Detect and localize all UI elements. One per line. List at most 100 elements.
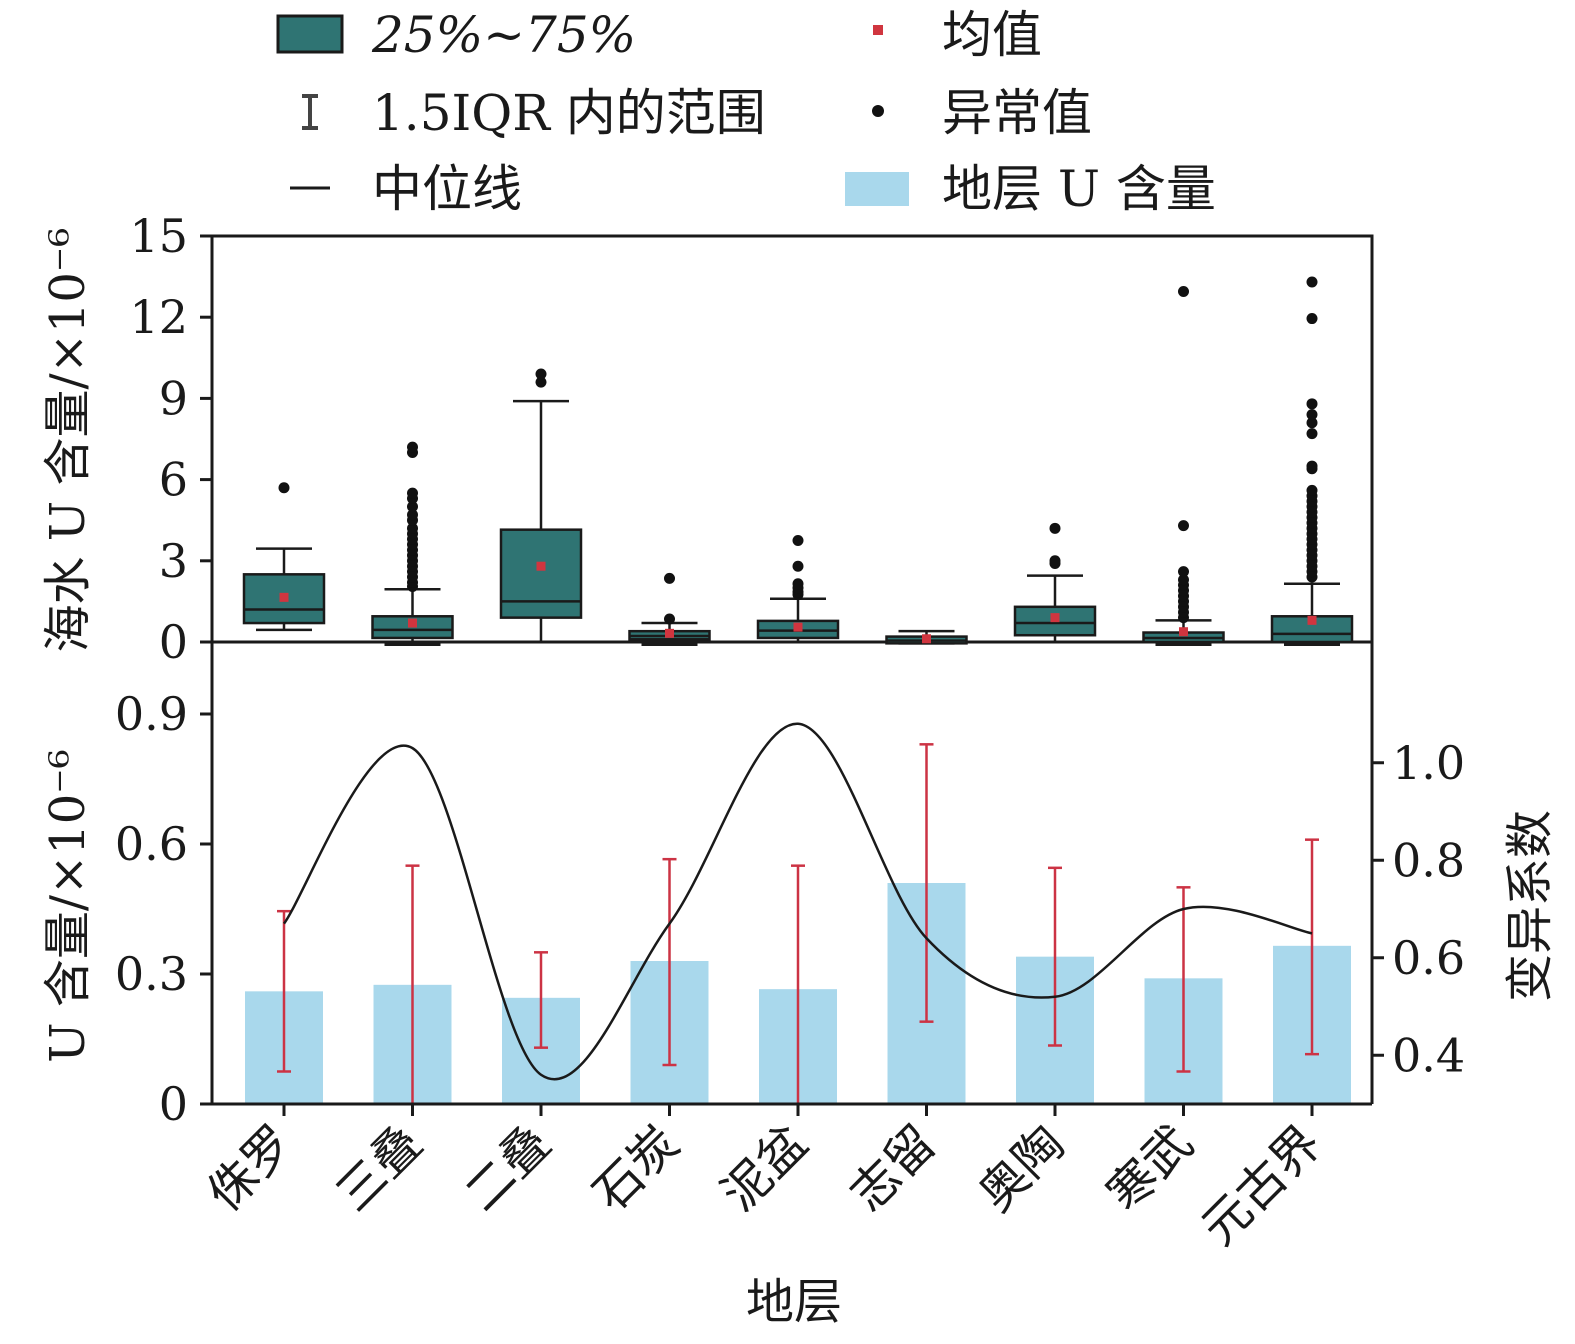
legend-median-label: 中位线 <box>372 160 522 218</box>
outlier-point <box>1306 409 1318 421</box>
outlier-point <box>535 376 547 388</box>
outlier-point <box>1178 566 1189 578</box>
boxplot-panel: 0 3 6 9 12 15 海水 U 含量/×10⁻⁶ <box>40 209 1374 669</box>
legend-bar-swatch <box>845 172 909 206</box>
outlier-point <box>1306 460 1318 472</box>
bar-y2-axis: 0.4 0.6 0.8 1.0 <box>1372 736 1465 1082</box>
outlier-point <box>1306 428 1318 440</box>
legend-mean-label: 均值 <box>942 6 1042 64</box>
bar-y-axis: 0 0.3 0.6 0.9 <box>115 687 212 1131</box>
boxplot-y-tick-label: 0 <box>159 615 188 669</box>
error-bar-元古界 <box>1305 838 1319 1056</box>
outlier-point <box>407 487 418 499</box>
box-元古界 <box>1270 276 1354 646</box>
bar-y2-tick-label: 0.4 <box>1392 1028 1465 1082</box>
mean-marker <box>279 592 289 602</box>
outlier-point <box>1178 520 1189 532</box>
error-bar-寒武 <box>1176 886 1191 1073</box>
boxplot-y-tick-label: 15 <box>129 209 188 263</box>
bar-y-tick-label: 0 <box>159 1077 188 1131</box>
outlier-point <box>1306 484 1318 496</box>
error-bar-志留 <box>919 743 934 1023</box>
outlier-point <box>407 501 418 513</box>
bar-y-tick-label: 0.9 <box>115 687 188 741</box>
outlier-point <box>407 441 418 453</box>
mean-marker <box>536 561 546 571</box>
bar-y-tick-label: 0.6 <box>115 817 188 871</box>
bar-panel: 0 0.3 0.6 0.9 0.4 0.6 0.8 1.0 侏罗 三叠 二叠 石炭 泥盆 志留 奥陶 寒武… <box>40 642 1558 1330</box>
x-axis-title: 地层 <box>746 1274 842 1330</box>
bar-y2-tick-label: 1.0 <box>1392 736 1465 790</box>
bar-y2-tick-label: 0.6 <box>1392 931 1465 985</box>
boxplot-y-axis: 0 3 6 9 12 15 <box>129 209 212 669</box>
bar-y-tick-label: 0.3 <box>115 947 188 1001</box>
error-bar-侏罗 <box>277 909 291 1073</box>
boxplot-y-tick-label: 12 <box>129 290 188 344</box>
outlier-point <box>535 368 547 380</box>
error-bar-奥陶 <box>1048 866 1062 1047</box>
box-三叠 <box>371 441 454 646</box>
iqr-box <box>499 528 583 619</box>
legend: 25%~75% 均值 1.5IQR 内的范围 异常值 中位线 地层 U 含量 <box>276 6 1216 218</box>
legend-bar-label: 地层 U 含量 <box>942 160 1216 218</box>
bar-y2-title: 变异系数 <box>1502 810 1558 1002</box>
boxplot-y-title: 海水 U 含量/×10⁻⁶ <box>40 227 96 652</box>
box-泥盆 <box>756 535 840 644</box>
outlier-point <box>1306 398 1318 410</box>
box-二叠 <box>499 368 583 644</box>
category-label: 二叠 <box>454 1115 561 1222</box>
box-志留 <box>885 629 968 645</box>
legend-mean-swatch <box>873 25 883 35</box>
error-bar-二叠 <box>534 951 548 1049</box>
legend-box-label: 25%~75% <box>371 6 636 64</box>
mean-marker <box>408 618 417 628</box>
legend-outlier-swatch <box>872 105 884 117</box>
outlier-point <box>407 509 418 521</box>
legend-box-swatch <box>276 14 344 54</box>
mean-marker <box>922 634 931 644</box>
outlier-point <box>1306 276 1318 288</box>
bar-y-title: U 含量/×10⁻⁶ <box>40 749 96 1063</box>
outlier-point <box>278 482 290 494</box>
category-label: 石炭 <box>582 1115 689 1222</box>
mean-marker <box>793 622 803 632</box>
box-石炭 <box>628 572 711 646</box>
legend-outlier-label: 异常值 <box>942 84 1092 142</box>
error-bar-series <box>277 743 1319 1106</box>
outlier-point <box>1178 285 1189 297</box>
outlier-point <box>407 522 418 534</box>
outlier-point <box>792 560 804 572</box>
cv-line <box>282 722 1313 1081</box>
outlier-point <box>792 535 804 546</box>
boxplot-y-tick-label: 9 <box>159 371 188 425</box>
outlier-point <box>1049 522 1061 534</box>
boxplot-series <box>242 276 1354 646</box>
bar-axes <box>210 642 1374 1106</box>
legend-whisker-label: 1.5IQR 内的范围 <box>372 84 766 142</box>
boxplot-frame <box>210 234 1374 644</box>
outlier-point <box>1178 574 1189 586</box>
bar-y2-tick-label: 0.8 <box>1392 833 1465 887</box>
category-label: 三叠 <box>325 1115 432 1222</box>
category-label: 寒武 <box>1096 1115 1203 1222</box>
outlier-point <box>1306 313 1318 325</box>
mean-marker <box>1050 613 1060 623</box>
category-label: 奥陶 <box>968 1115 1075 1222</box>
mean-marker <box>1179 627 1188 637</box>
category-label: 侏罗 <box>197 1115 304 1222</box>
outlier-point <box>1049 555 1061 567</box>
outlier-point <box>664 613 675 625</box>
box-奥陶 <box>1013 522 1097 644</box>
category-label: 元古界 <box>1191 1115 1332 1256</box>
error-bar-石炭 <box>662 857 677 1067</box>
mean-marker <box>665 628 674 638</box>
outlier-point <box>792 578 804 590</box>
legend-whisker-swatch <box>302 94 318 130</box>
outlier-point <box>664 572 675 584</box>
boxplot-y-tick-label: 6 <box>159 453 188 507</box>
mean-marker <box>1307 615 1317 625</box>
boxplot-y-tick-label: 3 <box>159 534 188 588</box>
box-寒武 <box>1142 285 1225 646</box>
